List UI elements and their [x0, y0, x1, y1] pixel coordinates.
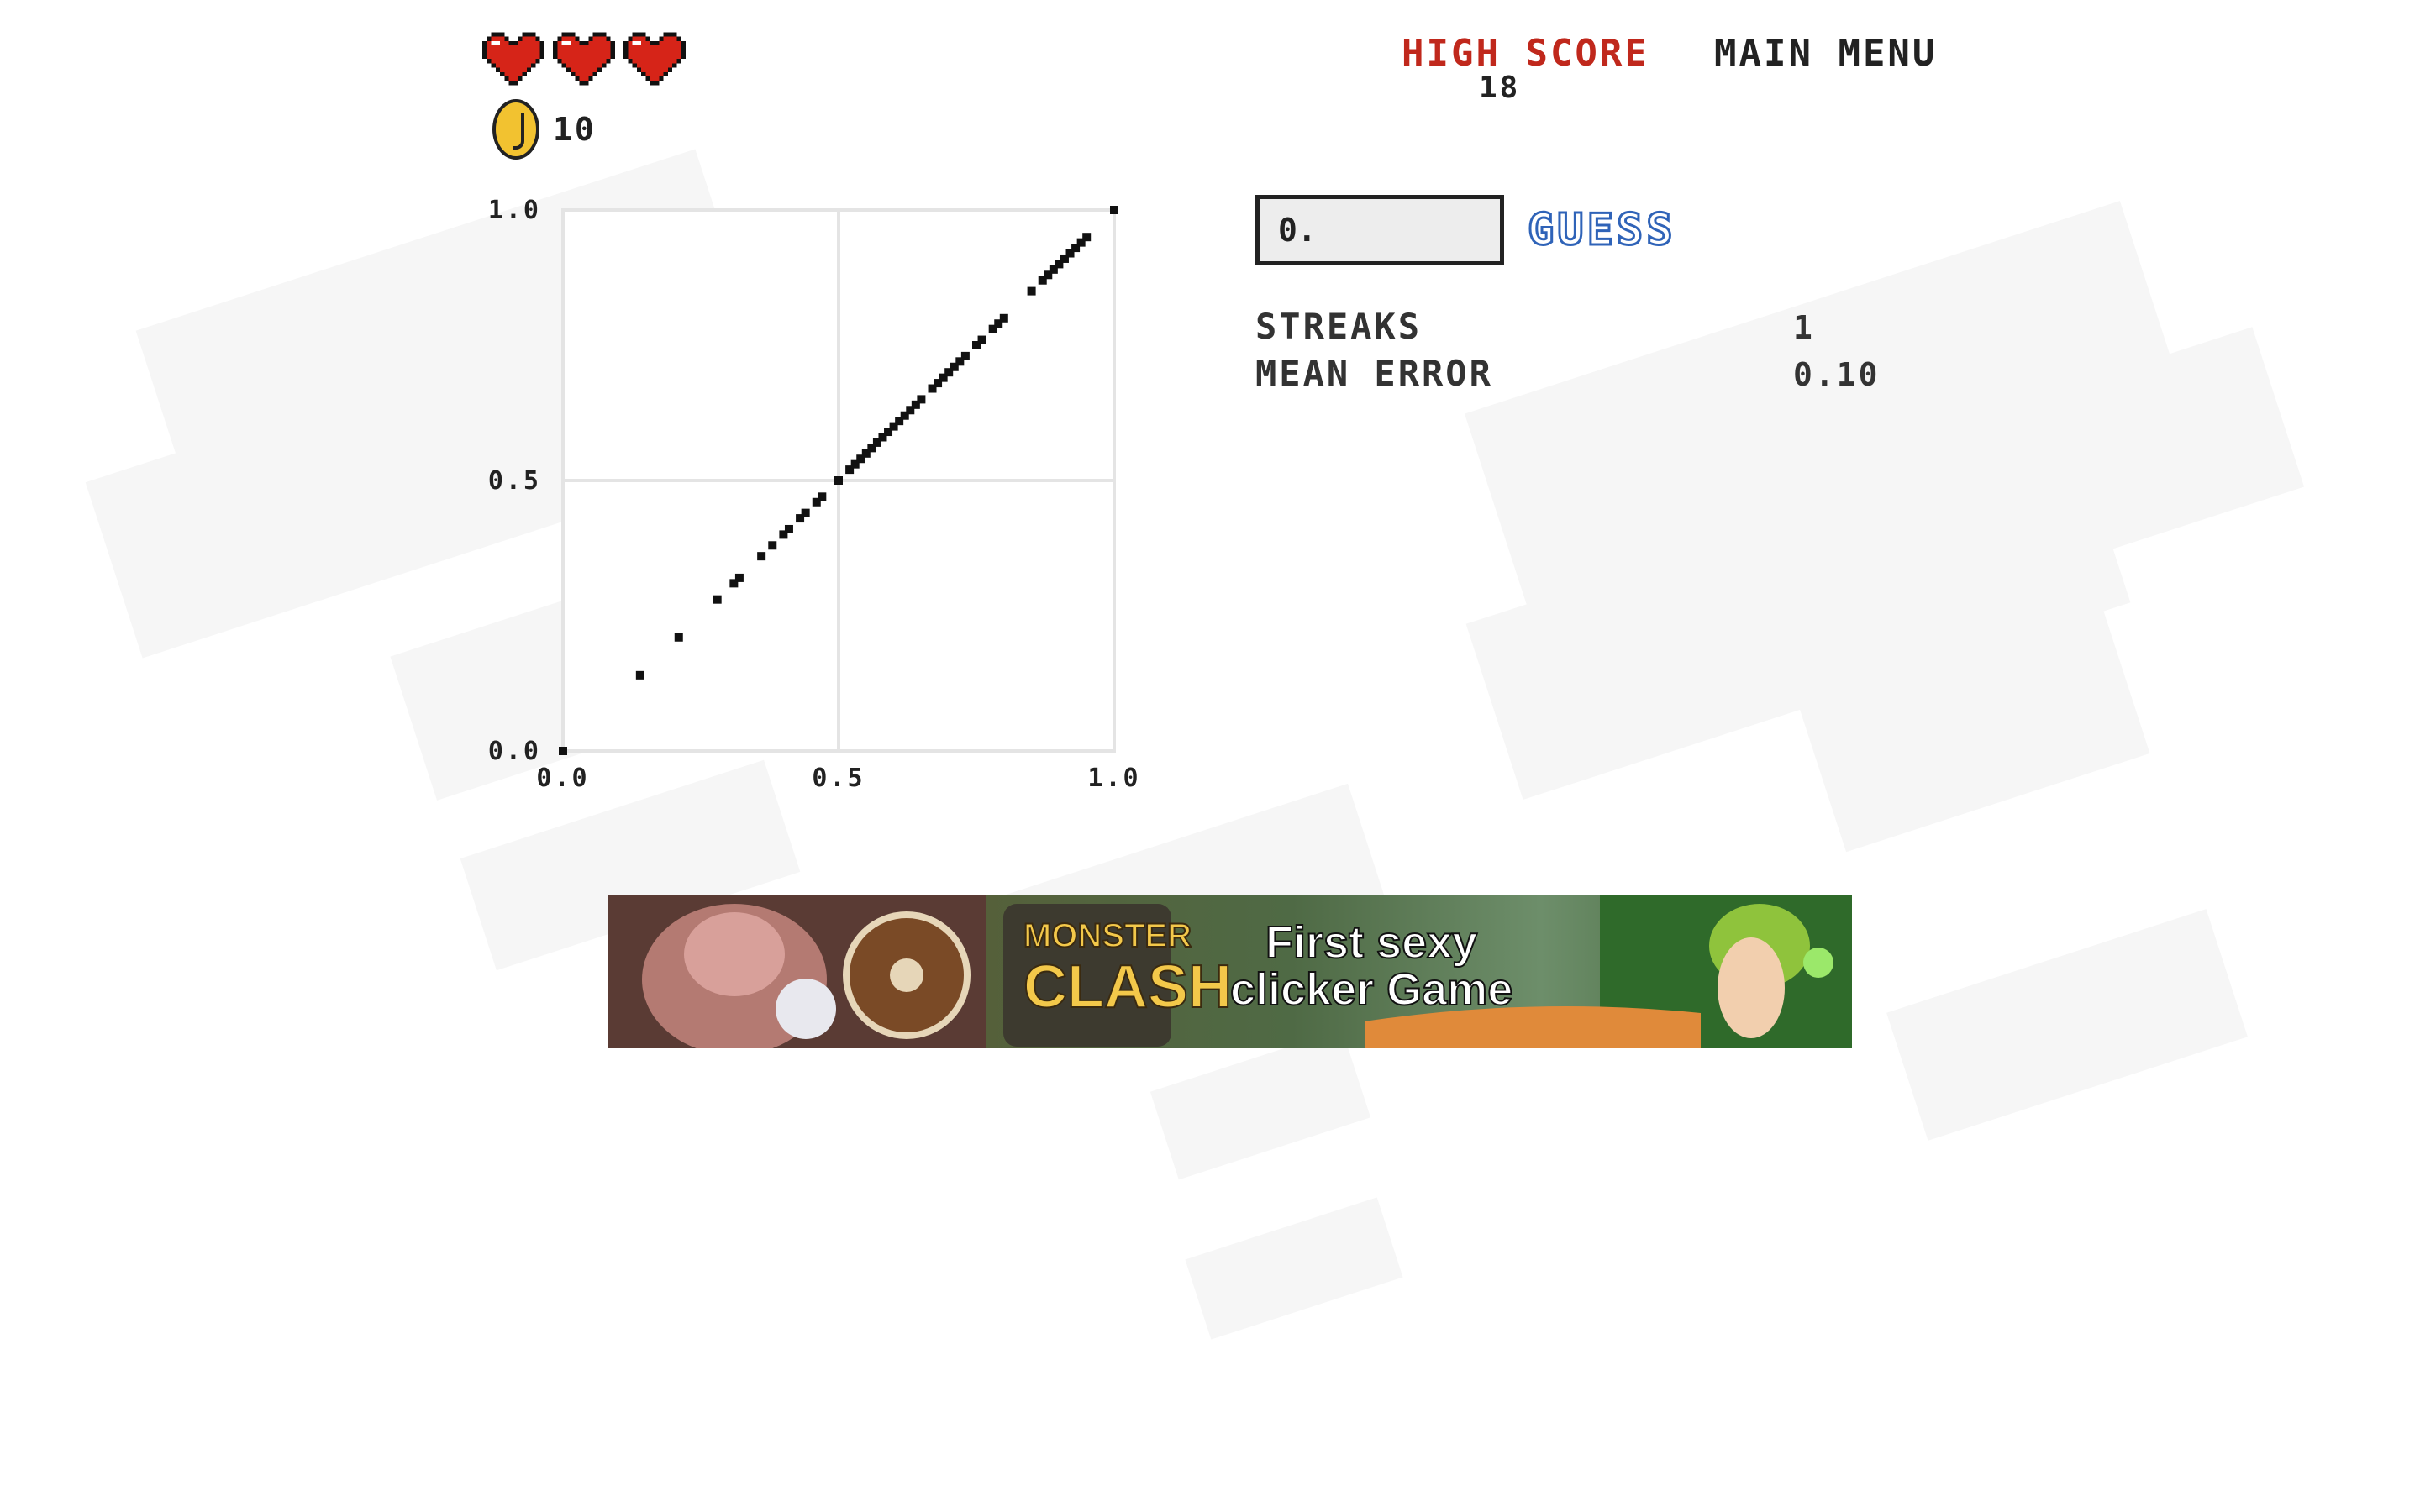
- lives-hearts: [482, 32, 686, 86]
- heart-icon: [623, 32, 686, 86]
- scatter-point: [1082, 233, 1092, 242]
- heart-icon: [482, 32, 544, 86]
- guess-button[interactable]: GUESS: [1527, 204, 1676, 257]
- scatter-point: [934, 379, 943, 388]
- chart-ticks: 0.0 0.5 1.0 0.0 0.5 1.0: [488, 196, 1140, 793]
- scatter-point: [674, 633, 683, 642]
- coin-counter: 10: [492, 99, 597, 160]
- scatter-point: [884, 428, 893, 437]
- scatter-point: [906, 406, 915, 415]
- coin-icon: [492, 99, 539, 160]
- ad-tagline-line1: First sexy: [1265, 917, 1478, 968]
- scatter-point: [1071, 244, 1081, 253]
- chart-points: [559, 206, 1118, 755]
- mean-error-value: 0.10: [1793, 356, 1881, 393]
- scatter-point: [867, 444, 876, 453]
- scatter-point: [900, 411, 909, 420]
- scatter-point: [889, 422, 898, 431]
- high-score-value: 18: [1479, 71, 1521, 105]
- scatter-point: [994, 319, 1003, 328]
- background-shape: [1185, 1197, 1403, 1340]
- scatter-point: [850, 459, 860, 469]
- streaks-value: 1: [1793, 309, 1815, 346]
- scatter-point: [845, 465, 855, 475]
- scatter-point: [729, 579, 739, 588]
- coin-count: 10: [553, 111, 597, 148]
- scatter-point: [779, 530, 788, 539]
- scatter-point: [559, 747, 567, 755]
- scatter-point: [734, 573, 744, 582]
- scatter-point: [972, 341, 981, 349]
- y-tick-label: 1.0: [488, 196, 541, 225]
- scatter-point: [834, 476, 843, 485]
- scatter-point: [856, 454, 865, 464]
- ad-logo-clash: CLASH: [1023, 953, 1233, 1021]
- y-tick-label: 0.5: [488, 466, 541, 496]
- scatter-point: [784, 524, 793, 533]
- scatter-point: [999, 313, 1008, 323]
- x-tick-label: 0.0: [536, 764, 589, 793]
- ad-tagline: First sexy clicker Game: [1229, 917, 1513, 1015]
- scatter-point: [977, 335, 986, 344]
- scatter-point: [818, 492, 827, 501]
- background-shape: [1886, 909, 2248, 1141]
- scatter-point: [1049, 265, 1058, 274]
- scatter-point: [1044, 270, 1053, 280]
- main-menu-button[interactable]: MAIN MENU: [1714, 32, 1938, 75]
- scatter-point: [1055, 260, 1064, 269]
- scatter-point: [955, 357, 965, 366]
- high-score-label[interactable]: HIGH SCORE: [1402, 32, 1649, 75]
- y-tick-label: 0.0: [488, 737, 541, 766]
- scatter-point: [988, 324, 997, 333]
- scatter-point: [757, 552, 766, 561]
- background-shape: [1150, 1029, 1371, 1180]
- scatter-point: [1076, 238, 1086, 247]
- scatter-point: [635, 670, 644, 680]
- scatter-point: [713, 595, 722, 604]
- scatter-point: [939, 373, 948, 382]
- scatter-point: [768, 541, 777, 550]
- scatter-point: [878, 433, 887, 442]
- scatter-point: [1060, 254, 1069, 263]
- heart-icon: [553, 32, 615, 86]
- scatter-point: [950, 362, 959, 371]
- ad-artwork: [608, 895, 1852, 1048]
- scatter-point: [960, 351, 970, 360]
- scatter-point: [944, 368, 954, 377]
- mean-error-label: MEAN ERROR: [1255, 353, 1493, 394]
- scatter-point: [1065, 249, 1075, 258]
- x-tick-label: 0.5: [812, 764, 865, 793]
- scatter-point: [911, 400, 920, 409]
- scatter-point: [812, 497, 821, 507]
- scatter-chart: 0.0 0.5 1.0 0.0 0.5 1.0: [488, 196, 1140, 793]
- guess-input[interactable]: [1255, 195, 1504, 265]
- scatter-point: [895, 417, 904, 426]
- scatter-point: [917, 395, 926, 404]
- scatter-point: [1038, 276, 1047, 285]
- scatter-point: [861, 449, 871, 458]
- ad-banner[interactable]: MONSTER CLASH First sexy clicker Game: [608, 895, 1852, 1048]
- scatter-point: [796, 514, 805, 523]
- scatter-point: [928, 384, 937, 393]
- x-tick-label: 1.0: [1087, 764, 1140, 793]
- scatter-point: [872, 438, 881, 447]
- ad-logo-monster: MONSTER: [1023, 916, 1192, 955]
- scatter-point: [801, 508, 810, 517]
- ad-tagline-line2: clicker Game: [1229, 964, 1513, 1015]
- scatter-point: [1027, 286, 1036, 296]
- scatter-point: [1110, 206, 1118, 214]
- streaks-label: STREAKS: [1255, 306, 1423, 347]
